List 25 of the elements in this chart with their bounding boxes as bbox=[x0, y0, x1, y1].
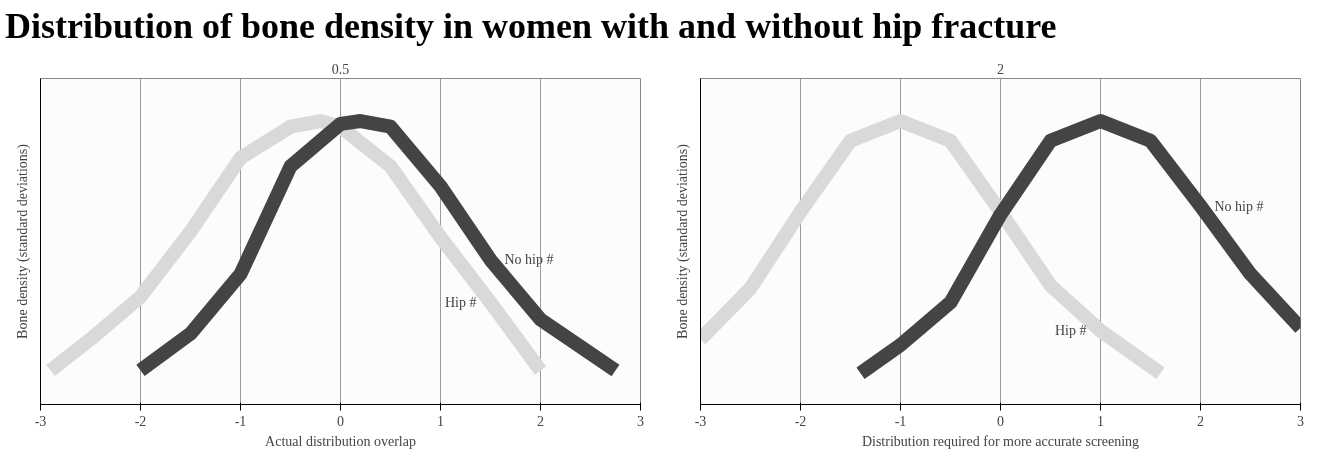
x-tick-label: 0 bbox=[337, 413, 344, 429]
x-tick-label: -3 bbox=[694, 413, 707, 429]
x-axis-title: Distribution required for more accurate screening bbox=[861, 433, 1140, 449]
x-tick-label: -3 bbox=[34, 413, 47, 429]
text: 0.5 bbox=[331, 61, 350, 77]
x-tick-label: 1 bbox=[437, 413, 444, 429]
series-label: No hip # bbox=[504, 252, 554, 268]
x-tick-label: 3 bbox=[1297, 413, 1304, 429]
text: 2 bbox=[997, 61, 1004, 77]
y-axis-title: Bone density (standard deviations) bbox=[14, 143, 31, 339]
x-axis-title: Actual distribution overlap bbox=[265, 433, 416, 449]
chart-title: Distribution of bone density in women with and without hip fracture bbox=[5, 5, 1057, 47]
series-label: Hip # bbox=[1055, 323, 1087, 339]
x-tick-label: 0 bbox=[997, 413, 1004, 429]
x-tick-label: -2 bbox=[134, 413, 147, 429]
y-axis-title: Bone density (standard deviations) bbox=[674, 143, 691, 339]
x-tick-label: -1 bbox=[234, 413, 247, 429]
x-tick-label: 3 bbox=[637, 413, 644, 429]
x-tick-label: -2 bbox=[794, 413, 807, 429]
x-tick-label: 2 bbox=[537, 413, 544, 429]
x-tick-label: -1 bbox=[894, 413, 907, 429]
series-label: Hip # bbox=[445, 294, 477, 310]
series-label: No hip # bbox=[1214, 198, 1264, 214]
x-tick-label: 1 bbox=[1097, 413, 1104, 429]
x-tick-label: 2 bbox=[1197, 413, 1204, 429]
